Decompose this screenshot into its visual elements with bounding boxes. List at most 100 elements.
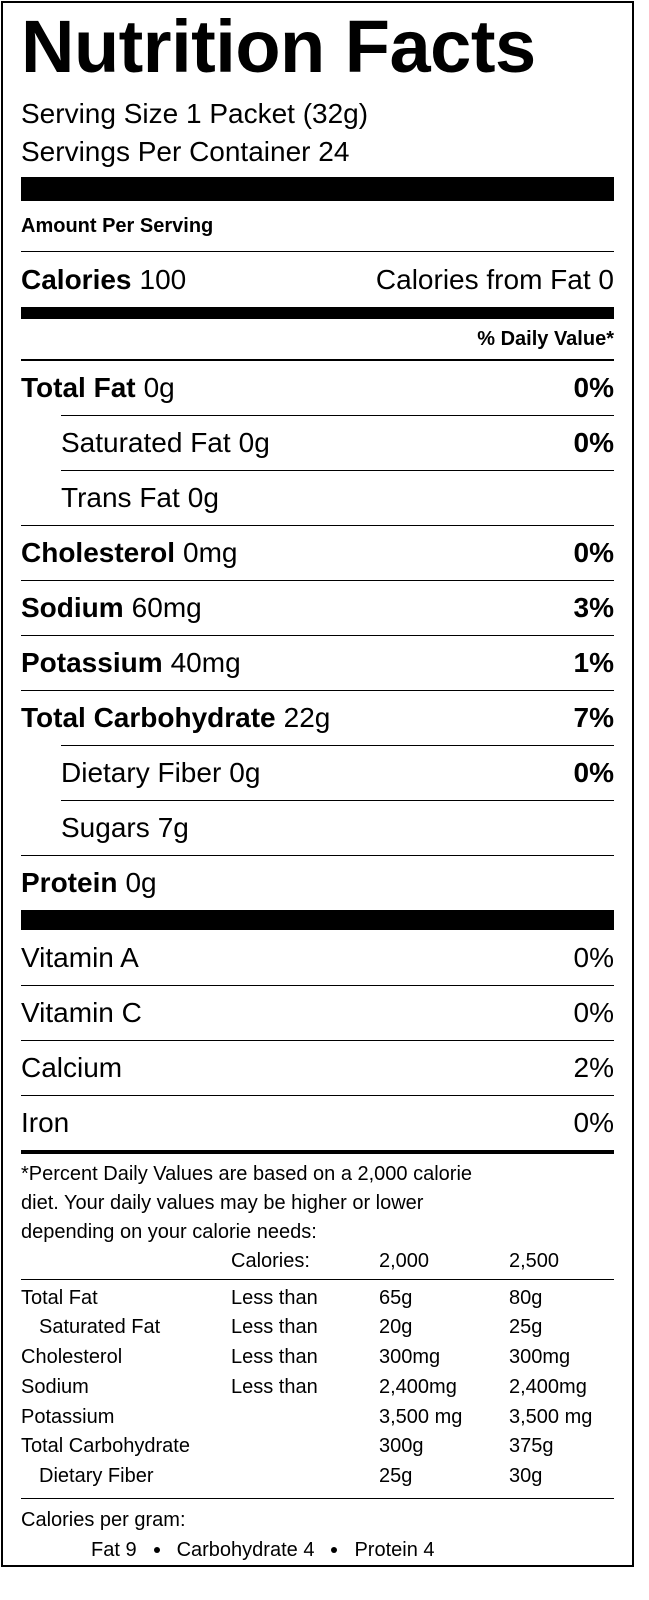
servings-per-container: Servings Per Container 24 <box>21 136 350 167</box>
vitamin-name: Vitamin A <box>21 941 139 973</box>
vitamin-row: Iron 0% <box>21 1095 614 1150</box>
nutrient: Total Fat 0g <box>21 372 175 404</box>
table-amount: 300g <box>379 1435 424 1458</box>
nutrient-name: Cholesterol <box>21 537 176 568</box>
table-header-cell: 2,500 <box>509 1247 614 1280</box>
vitamin-name: Calcium <box>21 1052 123 1083</box>
nutrient-daily-value: 0% <box>573 757 614 788</box>
amount-per-serving: Amount Per Serving <box>21 201 614 252</box>
vitamin-name: Iron <box>21 1107 70 1138</box>
nutrient: Potassium 40mg <box>21 647 241 679</box>
nutrient-amount: 7g <box>157 812 189 843</box>
daily-value-table: Calories: 2,000 2,500 Total Fat Less than… <box>21 1247 614 1492</box>
calories-per-gram-item: Protein 4 <box>354 1538 435 1561</box>
calories-per-gram-item: Carbohydrate 4 <box>176 1538 315 1561</box>
calories-from-fat: Calories from Fat 0 <box>375 263 614 295</box>
table-amount: 300mg <box>509 1346 571 1369</box>
nutrient-daily-value: 0% <box>573 427 614 458</box>
footnote-line: *Percent Daily Values are based on a 2,0… <box>21 1163 473 1185</box>
nutrient-row: Sodium 60mg 3% <box>21 580 614 635</box>
nutrient-amount: 0mg <box>183 537 238 568</box>
table-amount: 25g <box>509 1316 543 1339</box>
nutrient-name: Sodium <box>21 592 124 623</box>
nutrient-row: Trans Fat 0g <box>61 470 614 525</box>
vitamin-daily-value: 2% <box>573 1052 614 1083</box>
table-limit: Less than <box>231 1316 318 1339</box>
vitamin-name: Vitamin C <box>21 997 142 1028</box>
nutrient-amount: 0g <box>143 372 175 403</box>
calories-per-gram-item: Fat 9 <box>91 1538 137 1561</box>
thick-rule <box>21 910 614 930</box>
bullet <box>331 1546 338 1553</box>
nutrient-amount: 22g <box>283 702 331 733</box>
nutrient-amount: 60mg <box>131 592 202 623</box>
table-header-cell: Calories: <box>231 1247 379 1280</box>
calories-amount: 100 <box>139 263 187 295</box>
table-amount: 30g <box>509 1464 543 1487</box>
table-amount: 80g <box>509 1286 543 1309</box>
table-amount: 2,400mg <box>509 1375 587 1398</box>
nutrient-row: Total Carbohydrate 22g 7% <box>21 690 614 745</box>
nutrient-row: Cholesterol 0mg 0% <box>21 525 614 580</box>
table-amount: 300mg <box>379 1346 441 1369</box>
nutrient-name: Dietary Fiber <box>61 757 222 788</box>
nutrient: Trans Fat 0g <box>61 482 219 514</box>
table-nutrient: Cholesterol <box>21 1346 123 1369</box>
nutrient-name: Protein <box>21 867 118 898</box>
footnote-line: depending on your calorie needs: <box>21 1221 317 1243</box>
table-amount: 3,500 mg <box>509 1405 593 1428</box>
nutrient-amount: 0g <box>125 867 157 898</box>
nutrient-name: Sugars <box>61 812 150 843</box>
nutrient-daily-value: 3% <box>573 592 614 623</box>
vitamin-row: Vitamin C 0% <box>21 985 614 1040</box>
table-amount: 25g <box>379 1464 413 1487</box>
nutrient-daily-value: 0% <box>573 537 614 568</box>
nutrient-row: Total Fat 0g 0% <box>21 360 614 415</box>
nutrient-daily-value: 0% <box>573 372 614 403</box>
calories-label: Calories <box>21 263 132 295</box>
nutrient-name: Saturated Fat <box>61 427 231 458</box>
table-nutrient: Potassium <box>21 1405 115 1428</box>
vitamin-daily-value: 0% <box>573 997 614 1028</box>
nutrient-amount: 0g <box>238 427 270 458</box>
nutrient-daily-value: 1% <box>573 647 614 678</box>
table-nutrient: Sodium <box>21 1375 89 1398</box>
table-nutrient: Total Carbohydrate <box>21 1435 190 1458</box>
rule <box>21 1150 614 1154</box>
nutrient: Protein 0g <box>21 867 157 899</box>
title: Nutrition Facts <box>21 5 536 88</box>
table-limit: Less than <box>231 1375 318 1398</box>
table-limit: Less than <box>231 1286 318 1309</box>
thick-rule <box>21 177 614 201</box>
vitamin-daily-value: 0% <box>573 1107 614 1138</box>
nutrient: Cholesterol 0mg <box>21 537 238 569</box>
vitamin-row: Vitamin A 0% <box>21 930 614 985</box>
nutrition-label: Nutrition Facts Serving Size 1 Packet (3… <box>1 1 634 1567</box>
table-amount: 2,400mg <box>379 1375 457 1398</box>
table-header-cell: 2,000 <box>379 1247 509 1280</box>
nutrient-name: Total Fat <box>21 372 136 403</box>
daily-value-header: % Daily Value* <box>21 319 614 360</box>
footnote: *Percent Daily Values are based on a 2,0… <box>21 1160 614 1247</box>
calories-row: Calories 100 Calories from Fat 0 <box>21 252 614 307</box>
nutrient-name: Potassium <box>21 647 163 678</box>
calories-per-gram: Fat 9 Carbohydrate 4 Protein 4 <box>21 1535 614 1565</box>
nutrient-daily-value: 7% <box>573 702 614 733</box>
table-nutrient: Saturated Fat <box>39 1316 161 1339</box>
nutrient-name: Trans Fat <box>61 482 180 513</box>
footnote-line: diet. Your daily values may be higher or… <box>21 1192 424 1214</box>
vitamin-row: Calcium 2% <box>21 1040 614 1095</box>
nutrient-row: Protein 0g <box>21 855 614 910</box>
nutrient: Sodium 60mg <box>21 592 202 624</box>
table-amount: 20g <box>379 1316 413 1339</box>
table-header-cell <box>21 1247 231 1280</box>
nutrient-row: Sugars 7g <box>61 800 614 855</box>
table-nutrient: Total Fat <box>21 1286 98 1309</box>
table-amount: 375g <box>509 1435 554 1458</box>
table-limit <box>231 1432 379 1462</box>
nutrient: Dietary Fiber 0g <box>61 757 260 789</box>
table-amount: 3,500 mg <box>379 1405 463 1428</box>
table-limit <box>231 1462 379 1492</box>
nutrient: Sugars 7g <box>61 812 189 844</box>
rule <box>21 1497 614 1499</box>
